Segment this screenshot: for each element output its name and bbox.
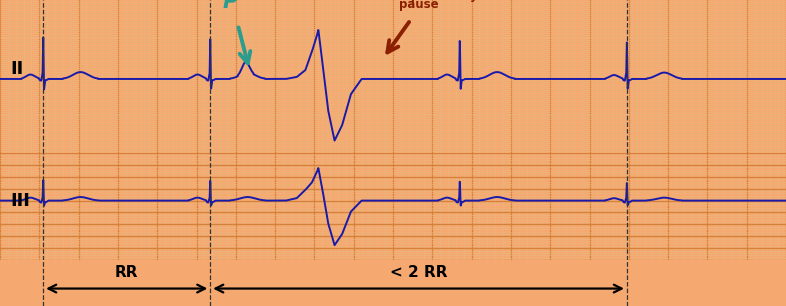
Text: pause: pause	[399, 0, 439, 11]
Text: III: III	[10, 192, 30, 210]
Text: noncompensatory: noncompensatory	[359, 0, 478, 2]
Text: II: II	[10, 60, 24, 78]
Text: RR: RR	[115, 265, 138, 281]
Text: P': P'	[223, 0, 244, 12]
Text: < 2 RR: < 2 RR	[390, 265, 447, 281]
